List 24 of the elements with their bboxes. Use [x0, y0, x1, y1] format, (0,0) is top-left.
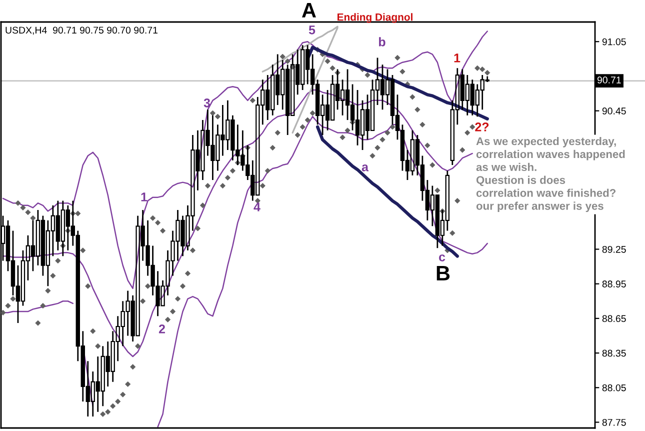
- annotation: 3: [204, 98, 210, 108]
- y-tick-label: 88.05: [602, 384, 626, 392]
- annotation: B: [436, 266, 450, 280]
- ref-line-label: 90.71: [597, 76, 621, 84]
- annotation: 5: [308, 26, 316, 34]
- annotation: 1: [454, 54, 460, 62]
- y-tick-label: 89.25: [602, 246, 626, 253]
- y-tick-label: 87.75: [602, 418, 626, 426]
- annotation: Ending Diagnol: [338, 13, 412, 23]
- annotation: a: [362, 164, 369, 172]
- y-tick-label: 88.95: [602, 280, 626, 288]
- annotation: c: [439, 254, 446, 262]
- annotation: 1: [141, 192, 148, 202]
- y-tick-label: 90.45: [602, 108, 626, 114]
- y-tick-label: 88.65: [602, 315, 626, 322]
- annotation: As we expected yesterday, correlation waves happened as we wish. Question is does correlation wave finished? our prefer answer is yes: [476, 137, 625, 212]
- annotation: b: [379, 37, 386, 46]
- annotation: USDX,H4 90.71 90.75 90.70 90.71: [6, 26, 158, 35]
- annotation: 2: [158, 324, 165, 334]
- text: A: [302, 3, 316, 18]
- y-tick-label: 91.05: [602, 38, 626, 46]
- annotation: 2?: [475, 122, 489, 132]
- y-tick-label: 88.35: [602, 350, 626, 357]
- annotation: 4: [254, 202, 260, 212]
